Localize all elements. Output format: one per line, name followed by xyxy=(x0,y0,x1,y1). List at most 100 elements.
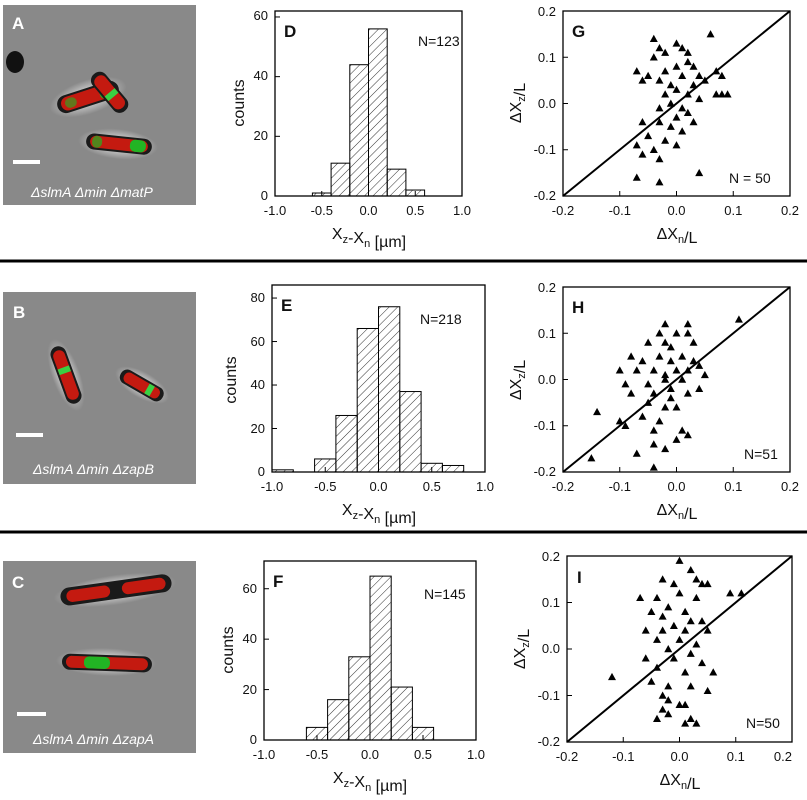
scatter-point xyxy=(666,81,675,89)
scatter-point xyxy=(653,663,661,671)
histogram-bar xyxy=(390,686,413,741)
scatter-point xyxy=(703,579,712,588)
scatter-point xyxy=(615,366,624,374)
scatter-point xyxy=(644,398,653,406)
histogram-bar xyxy=(441,464,465,473)
scatter-point xyxy=(647,607,656,615)
x-tick-label: -0.2 xyxy=(552,203,574,218)
scatter-point xyxy=(695,94,704,103)
scatter-point xyxy=(681,607,690,615)
strain-label: ΔslmA Δmin ΔzapB xyxy=(32,461,154,477)
scatter-point xyxy=(661,90,670,98)
histogram-bars xyxy=(305,575,435,741)
y-axis-title: counts xyxy=(220,626,237,673)
scatter-point xyxy=(658,626,667,634)
micrograph-b: B ΔslmA Δmin ΔzapB xyxy=(3,292,196,484)
axis-ticks xyxy=(566,555,793,743)
scatter-point xyxy=(675,635,684,643)
scatter-point xyxy=(672,62,681,70)
y-tick-label: 0.0 xyxy=(538,96,556,111)
x-tick-label: 0.5 xyxy=(406,203,424,218)
y-tick-label: 20 xyxy=(254,128,268,143)
scatter-point xyxy=(672,85,681,93)
scatter-point xyxy=(689,338,698,346)
scatter-point xyxy=(641,626,650,634)
scatter-point xyxy=(678,375,687,383)
scatter-point xyxy=(669,621,678,629)
scatter-point xyxy=(655,44,664,52)
y-tick-label: 0.2 xyxy=(538,280,556,295)
scatter-point xyxy=(655,118,664,126)
x-tick-label: 1.0 xyxy=(476,479,494,494)
x-tick-label: 0.1 xyxy=(724,479,742,494)
x-tick-label: 1.0 xyxy=(467,747,485,762)
scatter-point xyxy=(664,645,673,653)
scatter-g: -0.2 -0.1 0.0 0.1 0.2 -0.2 -0.1 0.0 0.1 … xyxy=(508,4,799,247)
scatter-point xyxy=(647,677,656,685)
y-axis-title: counts xyxy=(231,79,248,126)
scatter-point xyxy=(675,589,684,597)
x-tick-label: 0.1 xyxy=(724,203,742,218)
scatter-point xyxy=(644,380,653,388)
scatter-point xyxy=(681,700,690,708)
scatter-point xyxy=(608,672,616,681)
scatter-point xyxy=(627,352,636,360)
scatter-point xyxy=(726,589,735,597)
histogram-bar xyxy=(378,306,401,473)
scatter-point xyxy=(649,34,658,42)
scatter-point xyxy=(638,150,647,158)
y-tick-label: 0.0 xyxy=(542,641,560,656)
y-tick-label: 60 xyxy=(243,581,257,596)
histogram-bar xyxy=(349,64,369,197)
scatter-point xyxy=(683,108,692,116)
scatter-point xyxy=(644,71,653,79)
scatter-point xyxy=(649,440,658,448)
scatter-point xyxy=(712,67,721,75)
axis-ticks xyxy=(274,16,463,197)
y-axis-title: counts xyxy=(223,356,240,403)
scatter-point xyxy=(692,719,701,727)
x-tick-label: -1.0 xyxy=(264,203,286,218)
x-tick-label: 0.0 xyxy=(361,747,379,762)
scatter-point xyxy=(655,155,664,163)
scatter-point xyxy=(649,463,658,471)
panel-letter-g: G xyxy=(572,22,585,41)
n-label: N=145 xyxy=(424,586,466,602)
scatter-point xyxy=(683,48,692,56)
x-axis-title: Xz-Xn [µm] xyxy=(342,502,416,527)
y-tick-label: 20 xyxy=(251,421,265,436)
scatter-point xyxy=(661,338,670,346)
scatter-point xyxy=(672,329,681,337)
strain-label: ΔslmA Δmin ΔzapA xyxy=(32,731,154,747)
scatter-point xyxy=(666,357,675,365)
scatter-point xyxy=(686,714,695,722)
scatter-point xyxy=(683,389,692,397)
scatter-point xyxy=(681,668,690,676)
scatter-point xyxy=(658,691,667,699)
scatter-point xyxy=(632,173,641,181)
scatter-point xyxy=(678,127,687,135)
y-tick-label: 0 xyxy=(261,188,268,203)
scatter-points xyxy=(562,286,791,473)
axis-ticks xyxy=(562,10,791,197)
scatter-point xyxy=(632,67,641,75)
scatter-point xyxy=(587,454,596,462)
x-tick-label: -0.5 xyxy=(306,747,328,762)
scatter-point xyxy=(672,113,681,121)
scatter-point xyxy=(632,449,641,457)
y-tick-label: 60 xyxy=(254,8,268,23)
panel-letter-h: H xyxy=(572,298,584,317)
y-tick-label: 0.1 xyxy=(538,50,556,65)
scatter-point xyxy=(681,626,690,634)
y-tick-label: -0.1 xyxy=(538,688,560,703)
scatter-point xyxy=(675,556,684,564)
scatter-point xyxy=(661,136,670,144)
scatter-point xyxy=(706,30,715,38)
scatter-point xyxy=(641,654,650,662)
x-tick-label: -0.1 xyxy=(609,203,631,218)
scatter-point xyxy=(698,658,706,667)
scatter-point xyxy=(627,389,636,397)
scatter-point xyxy=(698,579,706,588)
y-tick-label: 40 xyxy=(254,68,268,83)
